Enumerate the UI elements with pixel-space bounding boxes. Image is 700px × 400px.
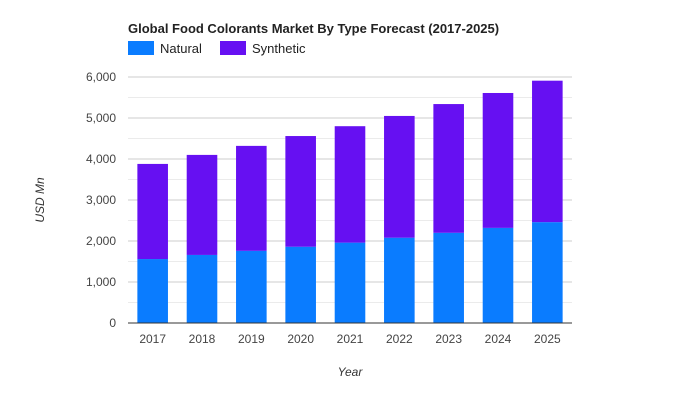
x-tick-label: 2025 [534, 332, 561, 346]
x-tick-label: 2024 [485, 332, 512, 346]
x-tick-label: 2018 [189, 332, 216, 346]
y-tick-label: 6,000 [86, 70, 116, 84]
y-tick-label: 0 [109, 316, 116, 330]
x-axis-label: Year [338, 365, 364, 379]
y-axis-ticks: 0 1,000 2,000 3,000 4,000 5,000 6,000 [86, 70, 116, 330]
bar-synthetic-2019[interactable] [236, 145, 267, 251]
bar-natural-2022[interactable] [384, 237, 415, 323]
bar-synthetic-2022[interactable] [384, 115, 415, 238]
chart-title: Global Food Colorants Market By Type For… [128, 21, 499, 36]
y-tick-label: 5,000 [86, 111, 116, 125]
bar-synthetic-2018[interactable] [186, 154, 218, 255]
bar-natural-2024[interactable] [482, 227, 514, 323]
legend-item-natural[interactable]: Natural [128, 41, 202, 56]
bar-natural-2023[interactable] [433, 232, 464, 323]
bar-synthetic-2025[interactable] [532, 80, 563, 223]
legend-swatch-natural [128, 41, 154, 55]
bar-synthetic-2017[interactable] [137, 163, 168, 260]
x-tick-label: 2023 [435, 332, 462, 346]
bar-synthetic-2023[interactable] [433, 104, 464, 233]
bar-natural-2021[interactable] [334, 242, 366, 323]
legend-label-synthetic: Synthetic [252, 41, 306, 56]
bar-synthetic-2020[interactable] [285, 136, 316, 247]
bar-natural-2019[interactable] [236, 250, 267, 323]
bar-synthetic-2021[interactable] [334, 126, 366, 243]
y-tick-label: 3,000 [86, 193, 116, 207]
y-tick-label: 4,000 [86, 152, 116, 166]
legend: Natural Synthetic [128, 41, 306, 56]
bar-synthetic-2024[interactable] [482, 92, 514, 228]
bar-natural-2025[interactable] [532, 222, 563, 323]
x-tick-label: 2019 [238, 332, 265, 346]
x-tick-label: 2020 [287, 332, 314, 346]
bar-natural-2020[interactable] [285, 246, 316, 323]
x-tick-label: 2017 [139, 332, 166, 346]
bar-natural-2017[interactable] [137, 259, 168, 323]
legend-item-synthetic[interactable]: Synthetic [220, 41, 306, 56]
bar-natural-2018[interactable] [186, 254, 218, 323]
y-tick-label: 1,000 [86, 275, 116, 289]
x-tick-label: 2021 [337, 332, 364, 346]
y-tick-label: 2,000 [86, 234, 116, 248]
x-tick-label: 2022 [386, 332, 413, 346]
bars [137, 80, 563, 323]
legend-label-natural: Natural [160, 41, 202, 56]
y-axis-label: USD Mn [33, 177, 47, 223]
legend-swatch-synthetic [220, 41, 246, 55]
x-axis-ticks: 2017 2018 2019 2020 2021 2022 2023 2024 2025 [139, 332, 561, 346]
